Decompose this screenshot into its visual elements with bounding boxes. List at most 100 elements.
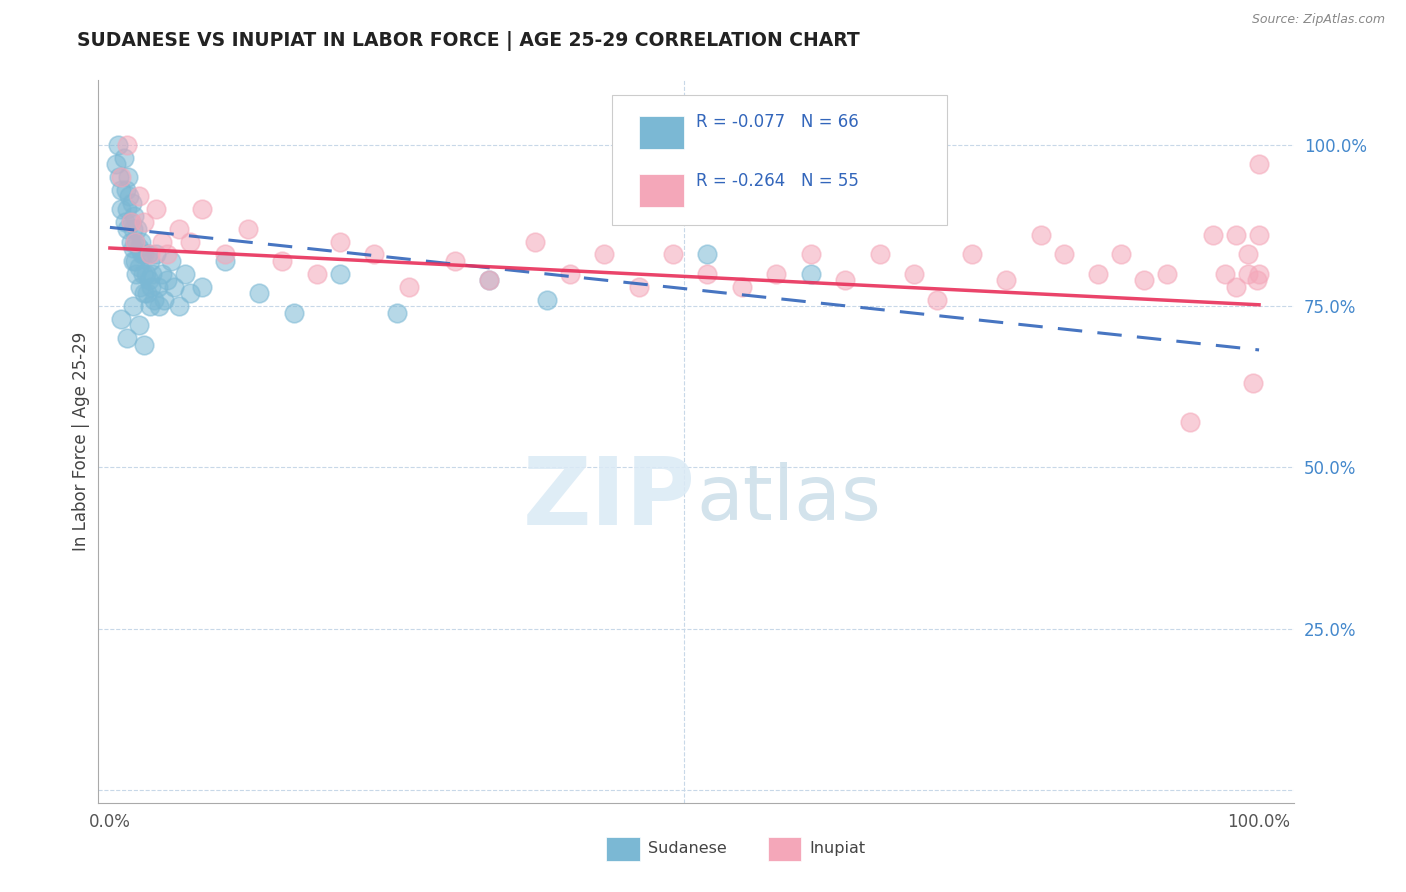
Point bbox=[593, 247, 616, 261]
Point bbox=[117, 169, 139, 184]
Point bbox=[124, 235, 146, 249]
Point bbox=[139, 247, 162, 261]
Point bbox=[122, 209, 145, 223]
Point bbox=[662, 247, 685, 261]
Point bbox=[1087, 267, 1109, 281]
Point bbox=[115, 331, 138, 345]
Point bbox=[1236, 247, 1258, 261]
Point bbox=[138, 273, 160, 287]
Point bbox=[1053, 247, 1076, 261]
Text: ZIP: ZIP bbox=[523, 453, 696, 545]
Point bbox=[136, 247, 159, 261]
Y-axis label: In Labor Force | Age 25-29: In Labor Force | Age 25-29 bbox=[72, 332, 90, 551]
Text: Inupiat: Inupiat bbox=[810, 841, 866, 855]
Bar bbox=[638, 116, 685, 149]
Point bbox=[478, 273, 501, 287]
Point bbox=[148, 299, 170, 313]
Point bbox=[110, 169, 132, 184]
Point bbox=[150, 235, 173, 249]
Point bbox=[128, 189, 150, 203]
Point bbox=[903, 267, 925, 281]
Point bbox=[800, 247, 823, 261]
Point bbox=[558, 267, 581, 281]
Point bbox=[927, 293, 949, 307]
Point bbox=[995, 273, 1018, 287]
Text: Source: ZipAtlas.com: Source: ZipAtlas.com bbox=[1251, 13, 1385, 27]
Point bbox=[127, 221, 149, 235]
Point bbox=[145, 202, 167, 217]
Point bbox=[120, 215, 142, 229]
Point bbox=[271, 254, 294, 268]
Point bbox=[148, 279, 170, 293]
Point bbox=[765, 267, 787, 281]
Point bbox=[1246, 273, 1268, 287]
Point bbox=[191, 279, 214, 293]
Point bbox=[124, 254, 146, 268]
Point bbox=[134, 338, 156, 352]
Point bbox=[443, 254, 465, 268]
Text: atlas: atlas bbox=[696, 462, 880, 536]
Point bbox=[134, 247, 156, 261]
Point bbox=[1241, 376, 1264, 391]
Point bbox=[115, 202, 138, 217]
Point bbox=[1029, 228, 1052, 243]
Point bbox=[1202, 228, 1225, 243]
Point bbox=[536, 293, 558, 307]
Point bbox=[1247, 228, 1270, 243]
Point bbox=[115, 221, 138, 235]
Point bbox=[129, 235, 152, 249]
Point bbox=[1247, 267, 1270, 281]
Point bbox=[139, 299, 162, 313]
Point bbox=[115, 137, 138, 152]
Point bbox=[329, 235, 352, 249]
Point bbox=[135, 286, 157, 301]
Point bbox=[135, 267, 157, 281]
Point bbox=[247, 286, 270, 301]
FancyBboxPatch shape bbox=[613, 95, 948, 225]
Point bbox=[1225, 279, 1247, 293]
Point bbox=[1109, 247, 1132, 261]
Point bbox=[128, 241, 150, 255]
Point bbox=[385, 305, 409, 319]
Point bbox=[214, 247, 236, 261]
Point bbox=[110, 183, 132, 197]
Point bbox=[134, 215, 156, 229]
Point bbox=[120, 235, 142, 249]
Point bbox=[131, 247, 153, 261]
Point bbox=[869, 247, 891, 261]
Point bbox=[110, 202, 132, 217]
Point bbox=[163, 279, 186, 293]
Text: R = -0.264   N = 55: R = -0.264 N = 55 bbox=[696, 172, 859, 190]
Point bbox=[960, 247, 983, 261]
Point bbox=[122, 254, 145, 268]
Point bbox=[108, 169, 131, 184]
Point bbox=[150, 267, 173, 281]
Point bbox=[283, 305, 305, 319]
Point bbox=[731, 279, 754, 293]
Point bbox=[800, 267, 823, 281]
Point bbox=[696, 267, 718, 281]
Point bbox=[1156, 267, 1178, 281]
Point bbox=[122, 241, 145, 255]
Point bbox=[156, 247, 179, 261]
Text: R = -0.077   N = 66: R = -0.077 N = 66 bbox=[696, 113, 859, 131]
Point bbox=[132, 267, 155, 281]
Point bbox=[173, 267, 195, 281]
Point bbox=[141, 267, 163, 281]
Point bbox=[834, 273, 856, 287]
Point bbox=[141, 279, 163, 293]
Point bbox=[1225, 228, 1247, 243]
Point bbox=[1236, 267, 1258, 281]
Point bbox=[122, 299, 145, 313]
Bar bbox=[768, 838, 801, 861]
Point bbox=[124, 235, 146, 249]
Point bbox=[156, 273, 179, 287]
Point bbox=[363, 247, 385, 261]
Point bbox=[121, 195, 143, 210]
Point bbox=[214, 254, 236, 268]
Point bbox=[167, 221, 190, 235]
Point bbox=[179, 235, 201, 249]
Point bbox=[329, 267, 352, 281]
Point bbox=[191, 202, 214, 217]
Bar bbox=[606, 838, 640, 861]
